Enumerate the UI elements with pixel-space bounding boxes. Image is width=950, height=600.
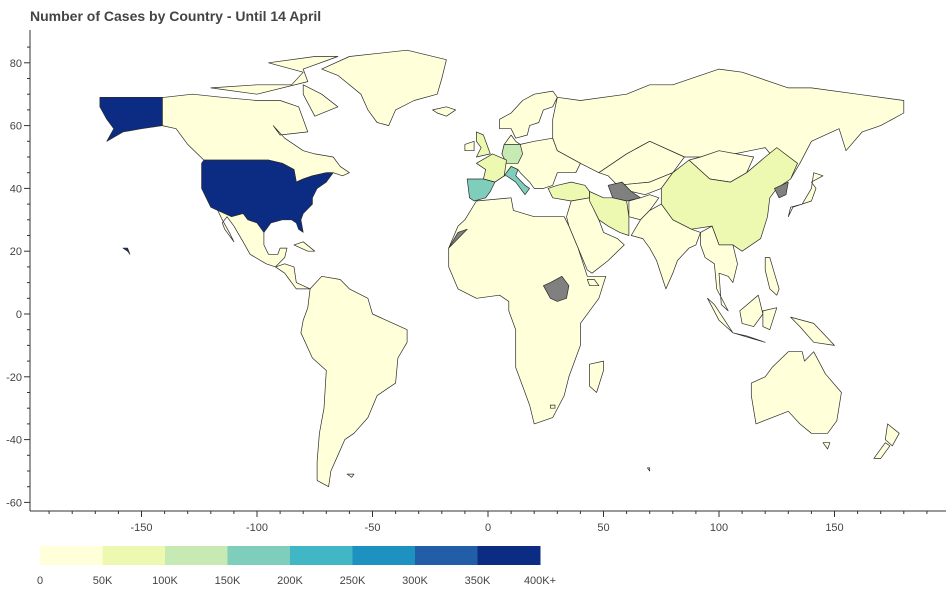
region-italy — [503, 166, 530, 196]
region-lesotho — [550, 404, 556, 409]
legend-label: 50K — [93, 575, 113, 587]
legend-label: 350K — [465, 575, 491, 587]
y-tick-label: 60 — [10, 121, 22, 133]
y-tick-label: 40 — [10, 183, 22, 195]
region-madagascar — [589, 360, 604, 393]
chart-title: Number of Cases by Country - Until 14 Ap… — [30, 8, 322, 24]
region-hawaii — [122, 247, 131, 255]
y-tick-label: 20 — [10, 246, 22, 258]
color-legend: 0 50K 100K 150K 200K 250K 300K 350K 400K+ — [37, 546, 556, 587]
region-china — [660, 147, 798, 252]
region-south-america — [300, 275, 408, 488]
legend-label: 300K — [402, 575, 428, 587]
legend-label: 250K — [340, 575, 366, 587]
legend-label: 200K — [277, 575, 303, 587]
region-tasmania — [822, 442, 831, 450]
region-cuba — [293, 241, 316, 252]
region-russia — [552, 68, 905, 180]
region-western-sahara — [448, 228, 468, 249]
region-ireland — [464, 140, 475, 152]
region-united-kingdom — [476, 131, 491, 158]
y-axis: -60 -40 -20 0 20 40 60 80 — [6, 46, 30, 509]
legend-swatch — [165, 546, 228, 565]
region-spain — [466, 178, 496, 202]
y-tick-label: -40 — [6, 435, 22, 447]
region-southeast-asia — [700, 225, 738, 312]
region-afghanistan — [628, 194, 660, 221]
region-alaska — [99, 96, 163, 142]
region-philippines — [764, 257, 780, 296]
region-iceland — [432, 106, 457, 117]
region-turkey — [547, 181, 590, 202]
region-greenland — [321, 49, 447, 126]
region-france — [476, 153, 507, 183]
region-africa — [448, 197, 607, 425]
region-somaliland — [586, 279, 600, 287]
region-scandinavia — [499, 90, 558, 139]
x-axis: -150 -100 -50 0 50 100 150 — [48, 511, 928, 534]
region-iran — [589, 191, 630, 236]
region-south-sudan — [543, 275, 570, 302]
region-north-korea — [774, 181, 789, 199]
region-indonesia — [707, 294, 835, 346]
region-india — [630, 203, 701, 290]
region-germany — [501, 144, 523, 164]
legend-swatch — [477, 546, 541, 565]
x-tick-label: 100 — [710, 522, 728, 534]
y-tick-label: 0 — [16, 309, 22, 321]
x-tick-label: 0 — [485, 522, 491, 534]
region-new-zealand — [873, 423, 900, 459]
x-tick-label: 150 — [825, 522, 843, 534]
legend-swatch — [227, 546, 291, 565]
legend-label: 150K — [215, 575, 241, 587]
x-tick-label: -100 — [246, 522, 268, 534]
legend-swatch — [102, 546, 166, 565]
x-tick-label: 50 — [597, 522, 609, 534]
x-tick-label: -150 — [130, 522, 152, 534]
legend-swatch — [40, 546, 103, 565]
y-tick-label: -20 — [6, 372, 22, 384]
region-central-america — [275, 263, 311, 290]
legend-label: 100K — [152, 575, 178, 587]
region-japan — [787, 172, 824, 218]
legend-swatch — [352, 546, 416, 565]
legend-label: 0 — [37, 575, 43, 587]
x-tick-label: -50 — [365, 522, 381, 534]
region-kerguelen — [647, 467, 651, 472]
region-falklands — [346, 473, 355, 478]
countries — [99, 49, 905, 488]
legend-label: 400K+ — [524, 575, 556, 587]
region-australia — [750, 351, 842, 434]
legend-swatch — [415, 546, 478, 565]
y-tick-label: -60 — [6, 497, 22, 509]
y-tick-label: 80 — [10, 58, 22, 70]
legend-swatch — [290, 546, 353, 565]
